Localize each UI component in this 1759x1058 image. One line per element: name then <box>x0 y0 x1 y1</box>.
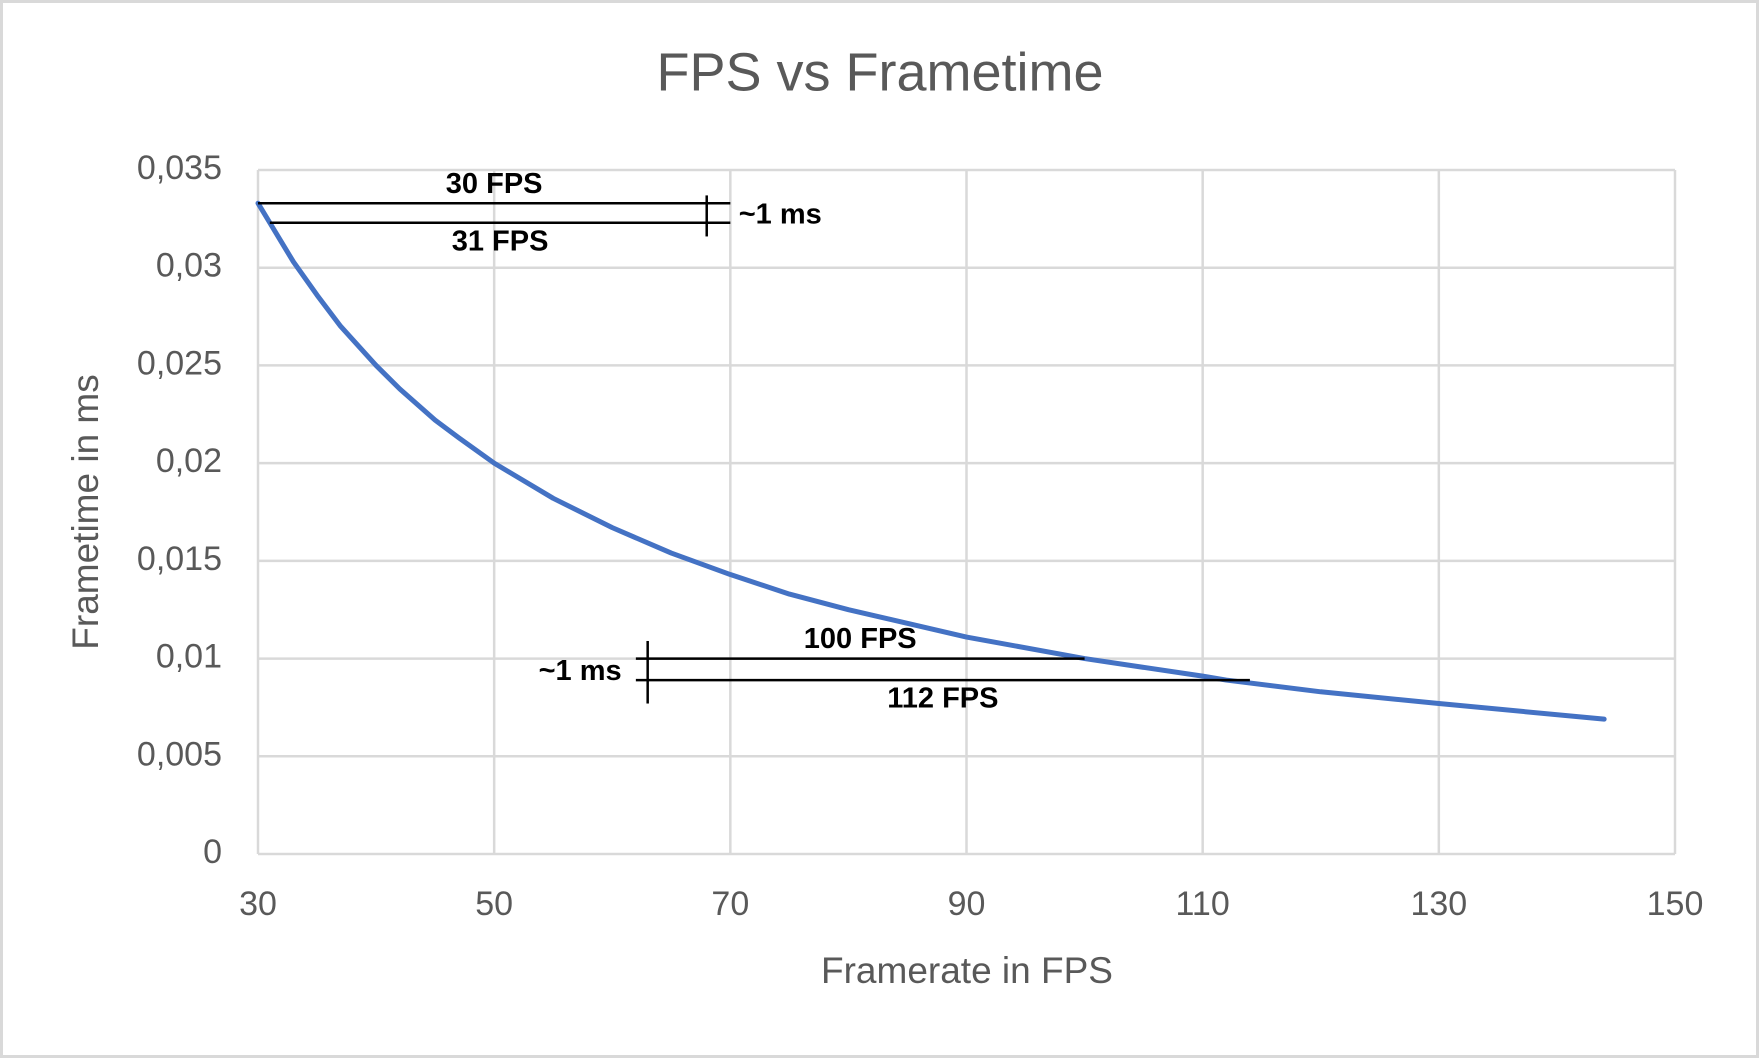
y-tick-label: 0 <box>203 833 222 871</box>
y-tick-label: 0,025 <box>137 344 222 382</box>
x-tick-label: 130 <box>1410 885 1467 923</box>
x-tick-label: 70 <box>711 885 749 923</box>
line-series <box>255 200 1607 722</box>
y-tick-label: 0,035 <box>137 149 222 187</box>
y-tick-label: 0,02 <box>156 442 222 480</box>
y-tick-label: 0,01 <box>156 638 222 676</box>
x-tick-label: 110 <box>1176 885 1230 923</box>
reference-label: 31 FPS <box>452 225 549 257</box>
annotation: ~1 ms <box>739 199 822 231</box>
x-tick-label: 50 <box>475 885 513 923</box>
y-tick-label: 0,005 <box>137 735 222 773</box>
y-tick-label: 0,015 <box>137 540 222 578</box>
reference-label: 30 FPS <box>446 168 543 200</box>
x-axis-title: Framerate in FPS <box>821 950 1113 991</box>
y-tick-label: 0,03 <box>156 247 222 285</box>
x-tick-label: 30 <box>239 885 277 923</box>
chart-title: FPS vs Frametime <box>656 42 1103 102</box>
y-axis-title: Frametime in ms <box>65 374 106 649</box>
x-tick-label: 150 <box>1647 885 1704 923</box>
reference-label: 112 FPS <box>887 683 998 715</box>
annotation: ~1 ms <box>539 655 622 687</box>
reference-label: 100 FPS <box>804 623 917 655</box>
x-tick-label: 90 <box>948 885 986 923</box>
